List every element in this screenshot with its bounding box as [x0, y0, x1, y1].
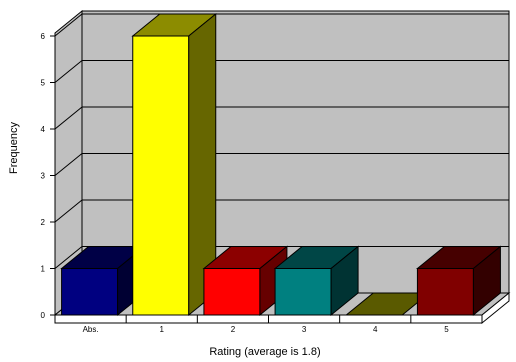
bar-2 [202, 245, 289, 317]
gridline-side [54, 106, 83, 130]
bar-side [330, 245, 359, 317]
x-tick-label: 2 [231, 325, 236, 334]
y-tick-label: 4 [41, 125, 46, 134]
bar-front [416, 268, 474, 316]
gridline-side [54, 13, 83, 37]
y-tick-label: 2 [41, 218, 46, 227]
y-tick-label: 0 [41, 311, 46, 320]
bar-3 [273, 245, 360, 317]
bar-front [132, 35, 190, 316]
bar-front [61, 268, 119, 316]
bar-front [274, 268, 332, 316]
bar-side [472, 245, 501, 317]
y-tick-label: 1 [41, 265, 46, 274]
bar-5 [416, 245, 502, 317]
x-tick-label: 5 [444, 325, 449, 334]
bars [60, 12, 502, 317]
y-tick-label: 5 [41, 79, 46, 88]
y-tick-label: 3 [41, 172, 46, 181]
gridline-side [54, 153, 83, 176]
gridline-side [54, 199, 83, 223]
y-axis-label: Frequency [8, 122, 20, 174]
gridline-side [54, 246, 83, 269]
gridline-side [54, 60, 83, 83]
x-tick-label: 4 [373, 325, 378, 334]
x-tick-label: 1 [160, 325, 165, 334]
y-tick-label: 6 [41, 32, 46, 41]
bar-front [203, 268, 261, 316]
x-axis-label: Rating (average is 1.8) [209, 346, 320, 358]
x-tick-label: 3 [302, 325, 307, 334]
x-tick-label: Abs. [83, 325, 99, 334]
bar-1 [131, 12, 218, 317]
y-axis-ticks: 0 1 2 3 4 5 6 [41, 32, 55, 320]
x-axis-ticks: Abs. 1 2 3 4 5 [54, 315, 483, 334]
